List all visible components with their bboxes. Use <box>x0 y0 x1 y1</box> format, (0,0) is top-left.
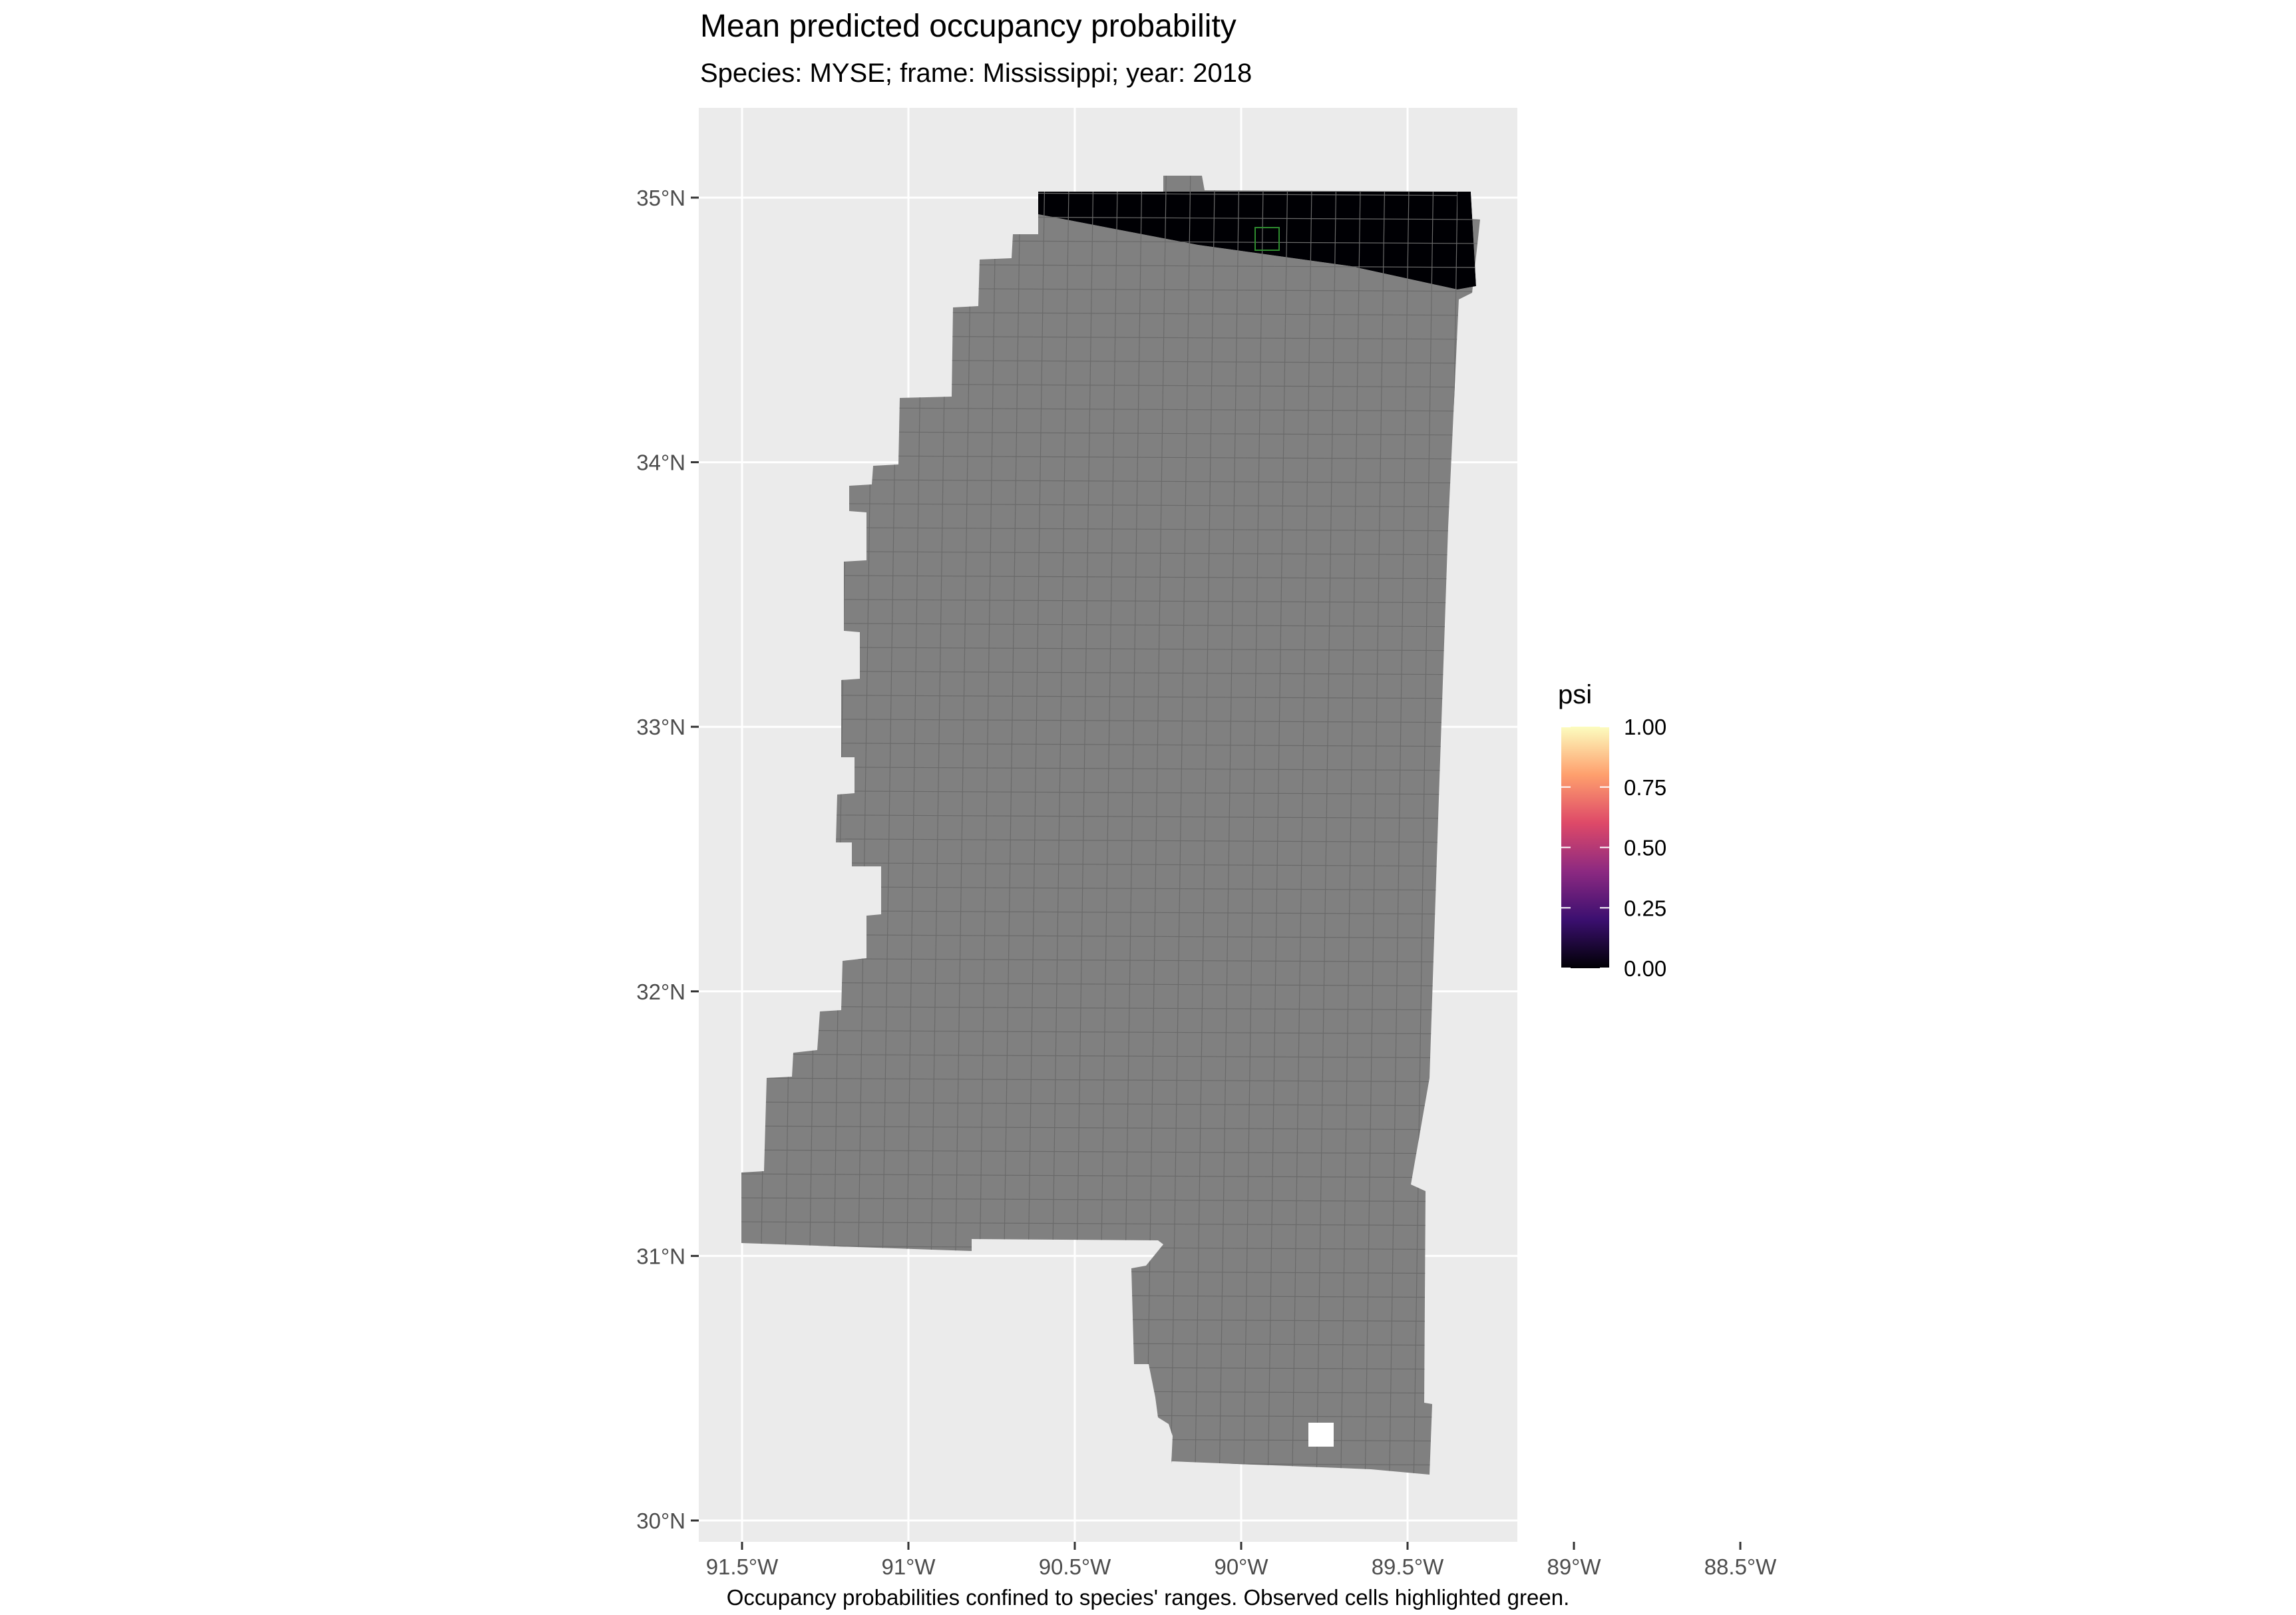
legend-label: 0.50 <box>1624 836 1666 860</box>
caption: Occupancy probabilities confined to spec… <box>726 1585 1570 1610</box>
cell-grid-line <box>1340 176 1362 1475</box>
cell-grid-line <box>741 1077 1480 1083</box>
cell-grid-line <box>1316 176 1337 1475</box>
y-tick-label: 30°N <box>636 1509 685 1533</box>
cell-grid-line <box>741 982 1480 987</box>
y-tick-label: 32°N <box>636 980 685 1004</box>
x-tick-label: 91°W <box>881 1554 936 1579</box>
cell-grid-line <box>741 694 1480 699</box>
legend-label: 0.25 <box>1624 896 1666 920</box>
cell-grid-line <box>741 598 1480 604</box>
y-axis: 35°N 34°N 33°N 32°N 31°N 30°N <box>636 186 699 1533</box>
cell-grid-line <box>1170 176 1191 1475</box>
cell-grid-line <box>741 742 1480 747</box>
page-title: Mean predicted occupancy probability <box>700 9 1237 44</box>
observed-cell <box>1254 227 1280 251</box>
cell-grid-line <box>741 574 1480 580</box>
legend-title: psi <box>1558 680 1593 709</box>
x-tick-label: 90°W <box>1214 1554 1268 1579</box>
cell-grid-line <box>741 1005 1480 1011</box>
cell-grid-line <box>741 790 1480 795</box>
cell-grid-line <box>741 718 1480 723</box>
cell-grid-line <box>741 1221 1480 1226</box>
cell-grid-line <box>741 502 1480 508</box>
cell-grid-line <box>741 1125 1480 1131</box>
x-tick-label: 90.5°W <box>1039 1554 1111 1579</box>
cell-grid-line <box>741 1053 1480 1059</box>
x-tick-label: 88.5°W <box>1704 1554 1777 1579</box>
legend-label: 1.00 <box>1624 715 1666 739</box>
y-tick-label: 33°N <box>636 715 685 739</box>
y-tick-label: 31°N <box>636 1244 685 1268</box>
cell-grid-line <box>1194 176 1216 1475</box>
cell-grid-line <box>1267 176 1288 1475</box>
state-map <box>741 176 1480 1475</box>
legend: 1.00 0.75 0.50 0.25 0.00 <box>1561 715 1666 981</box>
legend-ticks: 1.00 0.75 0.50 0.25 0.00 <box>1561 715 1666 981</box>
state-outline <box>741 176 1480 1475</box>
y-tick-label: 34°N <box>636 450 685 475</box>
cell-grid-line <box>741 862 1480 867</box>
y-tick-label: 35°N <box>636 186 685 210</box>
cell-grid-line <box>741 838 1480 843</box>
x-tick-label: 89°W <box>1547 1554 1601 1579</box>
in-range-psi-zero-region <box>1038 192 1476 289</box>
cell-grid-line <box>1219 176 1240 1475</box>
cell-grid-line <box>1145 176 1167 1475</box>
cell-grid-line <box>1243 176 1264 1475</box>
cell-grid-line <box>741 622 1480 628</box>
legend-label: 0.75 <box>1624 775 1666 800</box>
page-subtitle: Species: MYSE; frame: Mississippi; year:… <box>700 59 1252 88</box>
cell-grid-line <box>741 766 1480 771</box>
water-hole <box>1308 1423 1334 1447</box>
cell-grid-line <box>1291 176 1313 1475</box>
cell-grid-line <box>741 1197 1480 1202</box>
x-axis: 91.5°W 91°W 90.5°W 90°W 89.5°W 89°W 88.5°W <box>706 1542 1777 1579</box>
cell-grid-line <box>741 1149 1480 1155</box>
x-tick-label: 89.5°W <box>1372 1554 1444 1579</box>
cell-grid-line <box>741 1029 1480 1035</box>
cell-grid-line <box>741 1101 1480 1107</box>
cell-grid-line <box>741 814 1480 819</box>
cell-grid-line <box>741 1173 1480 1178</box>
legend-label: 0.00 <box>1624 956 1666 981</box>
x-tick-label: 91.5°W <box>706 1554 779 1579</box>
